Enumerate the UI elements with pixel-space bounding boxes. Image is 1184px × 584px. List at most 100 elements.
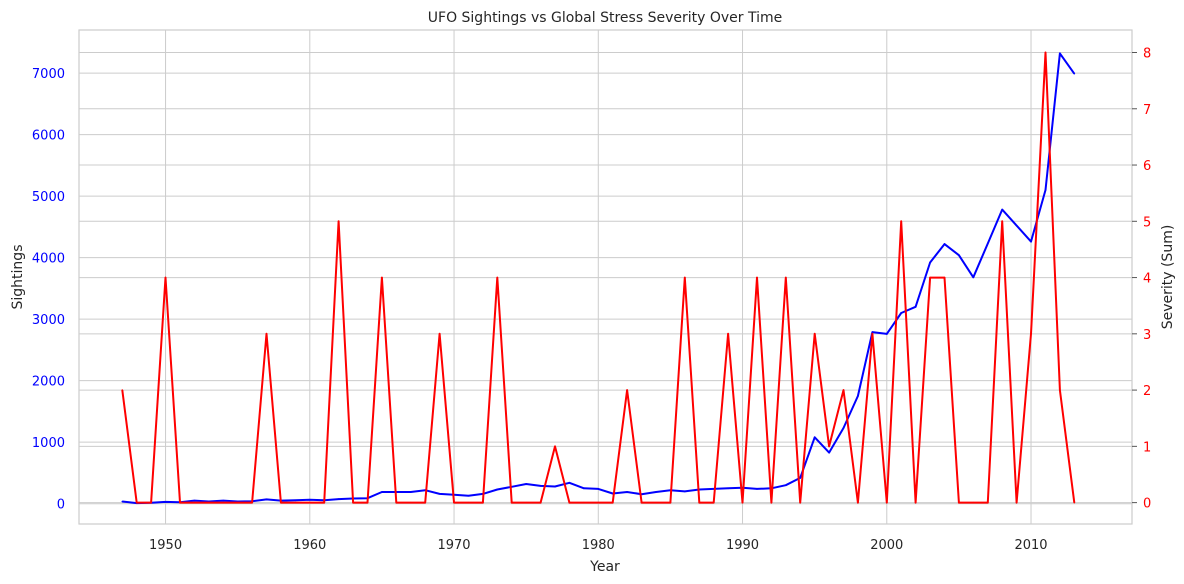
severity-line-point: [973, 502, 975, 504]
severity-line-point: [280, 502, 282, 504]
x-tick-label: 2010: [1014, 538, 1047, 553]
y-tick-label-left: 7000: [32, 67, 65, 82]
severity-line-point: [266, 333, 268, 335]
sightings-line-point: [944, 243, 946, 245]
sightings-line-point: [973, 277, 975, 279]
severity-line-point: [814, 333, 816, 335]
sightings-line-point: [1059, 53, 1061, 55]
severity-line-point: [136, 502, 138, 504]
severity-line-point: [453, 502, 455, 504]
severity-line-point: [583, 502, 585, 504]
severity-line-point: [655, 502, 657, 504]
sightings-line-point: [1074, 73, 1076, 75]
sightings-line-point: [338, 498, 340, 500]
sightings-line-point: [929, 262, 931, 264]
severity-line-point: [468, 502, 470, 504]
severity-line-point: [511, 502, 513, 504]
sightings-line-point: [900, 312, 902, 314]
severity-line-point: [569, 502, 571, 504]
sightings-line-point: [1016, 225, 1018, 227]
severity-line-point: [309, 502, 311, 504]
sightings-line-point: [468, 495, 470, 497]
sightings-line-point: [987, 243, 989, 245]
y-tick-label-right: 4: [1143, 272, 1151, 287]
y-tick-label-right: 3: [1143, 328, 1151, 343]
severity-line-point: [799, 502, 801, 504]
x-ticks: 1950 1960 1970 1980 1990 2000 2010: [149, 538, 1048, 553]
sightings-line-point: [497, 489, 499, 491]
y-tick-label-right: 0: [1143, 497, 1151, 512]
y-tick-label-right: 5: [1143, 215, 1151, 230]
severity-line-point: [237, 502, 239, 504]
sightings-line-point: [410, 491, 412, 493]
severity-line-point: [684, 277, 686, 279]
y-ticks-right: 0 1 2 3 4 5 6 7 8: [1132, 47, 1151, 512]
sightings-line-point: [756, 488, 758, 490]
severity-line-point: [886, 502, 888, 504]
severity-line-point: [1030, 333, 1032, 335]
severity-line-point: [612, 502, 614, 504]
sightings-line-point: [915, 306, 917, 308]
sightings-line-point: [439, 493, 441, 495]
severity-line-point: [670, 502, 672, 504]
severity-line-point: [900, 220, 902, 222]
sightings-line-point: [222, 500, 224, 502]
sightings-line-point: [626, 491, 628, 493]
severity-line-point: [525, 502, 527, 504]
severity-line-point: [367, 502, 369, 504]
severity-line-point: [295, 502, 297, 504]
severity-line-point: [439, 333, 441, 335]
y-tick-label-right: 7: [1143, 103, 1151, 118]
y-tick-label-left: 2000: [32, 375, 65, 390]
severity-line-point: [1016, 502, 1018, 504]
severity-line-point: [1045, 52, 1047, 54]
severity-line-point: [179, 502, 181, 504]
severity-line-point: [222, 502, 224, 504]
sightings-line-point: [381, 491, 383, 493]
severity-line-point: [352, 502, 354, 504]
severity-line-point: [771, 502, 773, 504]
y-tick-label-left: 6000: [32, 129, 65, 144]
severity-line-point: [756, 277, 758, 279]
severity-line-point: [424, 502, 426, 504]
sightings-line-point: [583, 488, 585, 490]
severity-line-point: [323, 502, 325, 504]
sightings-line-point: [121, 501, 123, 503]
x-tick-label: 1980: [582, 538, 615, 553]
sightings-line-point: [165, 501, 167, 503]
severity-line-point: [785, 277, 787, 279]
severity-line-point: [540, 502, 542, 504]
x-tick-label: 1970: [437, 538, 470, 553]
severity-line-point: [727, 333, 729, 335]
sightings-line-point: [814, 436, 816, 438]
sightings-line-point: [684, 491, 686, 493]
y-axis-label-right: Severity (Sum): [1160, 225, 1176, 330]
sightings-line-point: [1001, 209, 1003, 211]
x-tick-label: 1960: [293, 538, 326, 553]
severity-line-point: [482, 502, 484, 504]
severity-line-point: [915, 502, 917, 504]
sightings-line-point: [194, 500, 196, 502]
severity-line-point: [872, 333, 874, 335]
severity-line-point: [987, 502, 989, 504]
sightings-line-point: [886, 333, 888, 335]
sightings-line-point: [785, 484, 787, 486]
severity-line-point: [597, 502, 599, 504]
severity-line-point: [958, 502, 960, 504]
y-tick-label-right: 1: [1143, 440, 1151, 455]
severity-line-point: [208, 502, 210, 504]
y-tick-label-left: 3000: [32, 313, 65, 328]
sightings-line-point: [799, 477, 801, 479]
severity-line-point: [251, 502, 253, 504]
sightings-line-point: [540, 485, 542, 487]
severity-line-point: [165, 277, 167, 279]
sightings-line-point: [309, 499, 311, 501]
y-tick-label-left: 5000: [32, 190, 65, 205]
sightings-line-point: [525, 483, 527, 485]
severity-line-point: [828, 446, 830, 448]
x-tick-label: 1950: [149, 538, 182, 553]
severity-line-point: [641, 502, 643, 504]
severity-line-point: [121, 389, 123, 391]
severity-line-point: [194, 502, 196, 504]
